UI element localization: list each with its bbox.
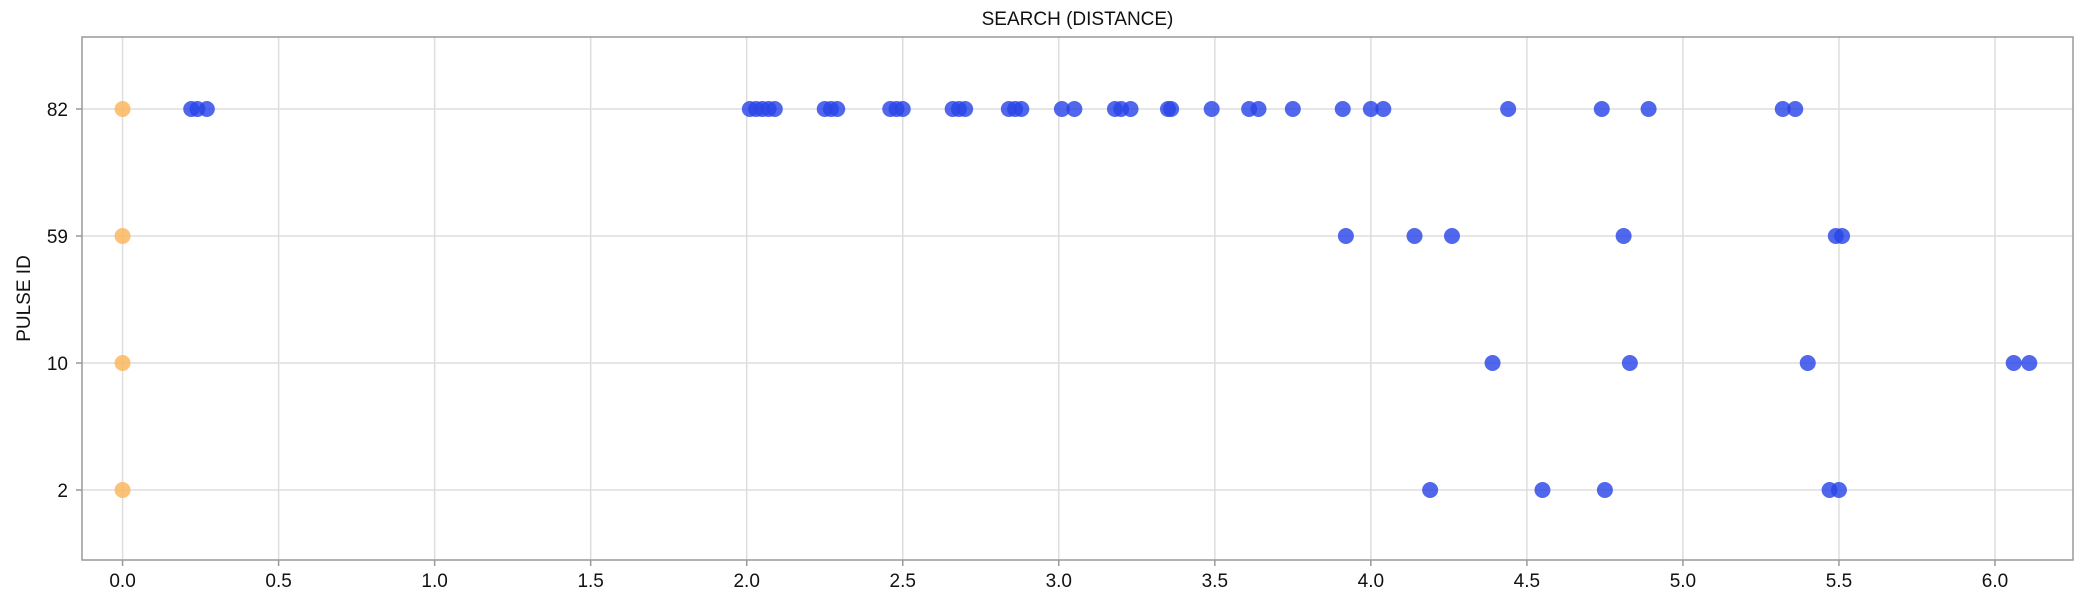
data-point <box>1615 228 1632 244</box>
data-point <box>1337 228 1354 244</box>
y-tick-label: 59 <box>47 227 68 248</box>
data-point <box>114 355 131 371</box>
y-tick-label: 82 <box>47 100 68 121</box>
data-point <box>1013 101 1030 117</box>
x-tick-label: 4.5 <box>1514 571 1540 592</box>
data-point <box>1799 355 1816 371</box>
x-tick-label: 2.5 <box>890 571 916 592</box>
chart-title: SEARCH (DISTANCE) <box>982 9 1174 30</box>
x-tick-label: 1.0 <box>421 571 447 592</box>
data-point <box>114 228 131 244</box>
x-tick-label: 5.0 <box>1670 571 1696 592</box>
data-point <box>1596 482 1613 498</box>
data-point <box>1053 101 1070 117</box>
data-point <box>1774 101 1791 117</box>
data-point <box>1422 482 1439 498</box>
y-tick-label: 10 <box>47 354 68 375</box>
x-tick-label: 0.0 <box>109 571 135 592</box>
x-tick-label: 1.5 <box>577 571 603 592</box>
data-point <box>1203 101 1220 117</box>
x-tick-label: 3.5 <box>1202 571 1228 592</box>
data-point <box>829 101 846 117</box>
data-point <box>957 101 974 117</box>
data-point <box>1484 355 1501 371</box>
data-point <box>1122 101 1139 117</box>
x-axis-ticks: 0.0 0.5 1.0 1.5 2.0 2.5 3.0 3.5 4.0 4.5 5.0 5.5 6.0 <box>109 560 2008 592</box>
data-point <box>766 101 783 117</box>
data-point <box>894 101 911 117</box>
plot-area-frame <box>81 36 2074 561</box>
data-point <box>1640 101 1657 117</box>
data-point <box>1163 101 1180 117</box>
y-axis-title: PULSE ID <box>14 255 35 342</box>
x-tick-label: 0.5 <box>265 571 291 592</box>
data-point <box>2005 355 2022 371</box>
data-point <box>1334 101 1351 117</box>
data-point <box>114 482 131 498</box>
y-tick-label: 2 <box>57 481 68 502</box>
data-point <box>2021 355 2038 371</box>
x-tick-label: 5.5 <box>1826 571 1852 592</box>
x-tick-label: 4.0 <box>1358 571 1384 592</box>
data-point <box>1834 228 1851 244</box>
data-point <box>114 101 131 117</box>
x-tick-label: 2.0 <box>733 571 759 592</box>
data-point <box>1593 101 1610 117</box>
data-point <box>1406 228 1423 244</box>
y-axis-ticks: 82 59 10 2 <box>47 100 82 502</box>
data-points <box>114 101 2038 498</box>
data-point <box>1500 101 1517 117</box>
x-tick-label: 3.0 <box>1046 571 1072 592</box>
data-point <box>1375 101 1392 117</box>
data-point <box>1284 101 1301 117</box>
data-point <box>1250 101 1267 117</box>
data-point <box>1830 482 1847 498</box>
data-point <box>1787 101 1804 117</box>
data-point <box>1443 228 1460 244</box>
x-tick-label: 6.0 <box>1982 571 2008 592</box>
data-point <box>1534 482 1551 498</box>
data-point <box>1621 355 1638 371</box>
data-point <box>1362 101 1379 117</box>
data-point <box>198 101 215 117</box>
data-point <box>1066 101 1083 117</box>
